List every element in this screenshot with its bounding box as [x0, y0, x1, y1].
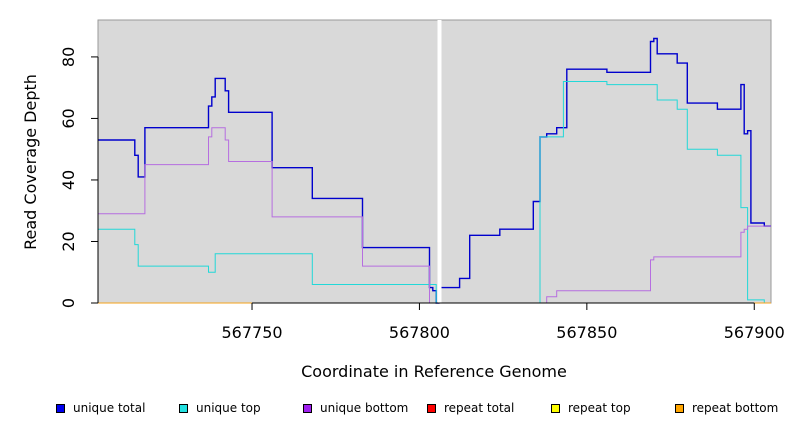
x-axis-label: Coordinate in Reference Genome: [301, 362, 567, 381]
y-axis: 0 20 40 60 80: [59, 47, 99, 308]
x-tick-label: 567900: [724, 323, 785, 342]
x-tick-label: 567850: [556, 323, 617, 342]
x-tick-label: 567750: [221, 323, 282, 342]
series-line-unique-top-2: [98, 228, 440, 304]
y-tick-label: 80: [59, 47, 78, 67]
legend-swatch-unique-total: [56, 403, 65, 413]
y-tick-label: 20: [59, 231, 78, 251]
legend-swatch-repeat-bottom: [675, 403, 684, 413]
series-line-unique-bottom-5: [439, 225, 771, 304]
legend-item-unique-top: unique top: [179, 400, 261, 416]
legend-item-unique-bottom: unique bottom: [303, 400, 408, 416]
series-line-unique-bottom-4: [98, 127, 440, 304]
legend-label-repeat-bottom: repeat bottom: [692, 401, 779, 415]
y-tick-label: 40: [59, 170, 78, 190]
legend-label-unique-top: unique top: [196, 401, 261, 415]
legend-swatch-repeat-top: [551, 403, 560, 413]
series-line-unique-top-3: [439, 81, 771, 304]
y-tick-label: 60: [59, 108, 78, 128]
x-tick-label: 567800: [389, 323, 450, 342]
legend-label-unique-total: unique total: [73, 401, 146, 415]
legend-label-unique-bottom: unique bottom: [320, 401, 409, 415]
legend-swatch-repeat-total: [427, 403, 436, 413]
series-layer: [98, 37, 771, 304]
legend-item-repeat-top: repeat top: [551, 400, 631, 416]
legend-swatch-unique-bottom: [303, 403, 312, 413]
x-axis: 567750 567800 567850 567900: [221, 302, 785, 342]
legend-swatch-unique-top: [179, 403, 188, 413]
legend-label-repeat-total: repeat total: [444, 401, 515, 415]
y-tick-label: 0: [59, 298, 78, 308]
y-axis-label: Read Coverage Depth: [21, 74, 40, 250]
coverage-chart: 567750 567800 567850 567900 0 20 40 60 80 Coord…: [21, 19, 785, 381]
legend: unique total unique top unique bottom re…: [0, 400, 792, 420]
legend-item-repeat-total: repeat total: [427, 400, 514, 416]
legend-item-repeat-bottom: repeat bottom: [675, 400, 778, 416]
series-line-unique-total-1: [438, 37, 771, 303]
series-line-unique-total-0: [98, 77, 440, 304]
plot-background: [97, 19, 772, 304]
legend-label-repeat-top: repeat top: [568, 401, 631, 415]
gap-marker: [437, 20, 442, 303]
legend-item-unique-total: unique total: [56, 400, 145, 416]
